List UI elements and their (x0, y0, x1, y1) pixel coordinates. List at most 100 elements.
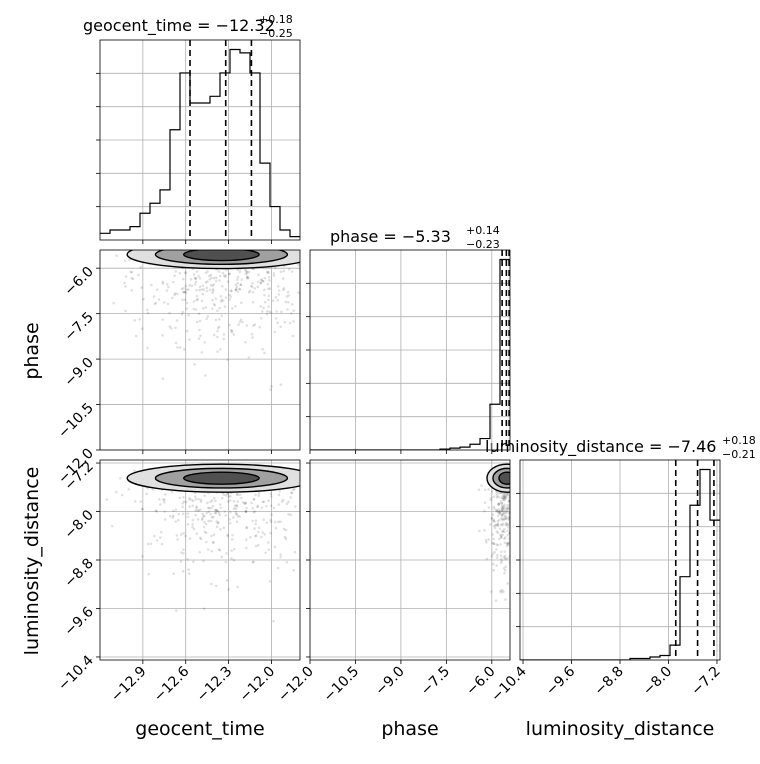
scatter-point (210, 549, 214, 553)
scatter-point (515, 474, 518, 477)
scatter-point (214, 511, 217, 515)
scatter-point (197, 509, 201, 512)
scatter-point (214, 508, 218, 512)
scatter-point (499, 542, 502, 546)
scatter-point (162, 501, 166, 504)
scatter-point (515, 475, 518, 478)
scatter-point (512, 475, 515, 478)
scatter-point (160, 542, 164, 546)
scatter-point (498, 509, 501, 513)
scatter-point (230, 549, 233, 552)
scatter-point (176, 538, 179, 541)
scatter-point (514, 472, 517, 475)
scatter-point (495, 509, 498, 513)
ytick-label: −8.0 (61, 507, 96, 542)
scatter-point (198, 277, 202, 280)
scatter-point (168, 325, 172, 328)
scatter-point (218, 503, 222, 506)
scatter-point (211, 298, 214, 302)
scatter-point (259, 317, 263, 320)
scatter-point (512, 497, 515, 500)
ytick-label: −6.0 (61, 264, 96, 299)
scatter-point (130, 276, 133, 280)
scatter-point (278, 489, 281, 493)
scatter-point (175, 534, 179, 537)
scatter-point (513, 472, 516, 475)
scatter-point (505, 542, 509, 545)
scatter-point (500, 550, 503, 554)
scatter-point (244, 510, 248, 513)
scatter-point (495, 494, 499, 497)
svg-text:−0.25: −0.25 (259, 27, 293, 40)
scatter-point (181, 310, 185, 314)
scatter-point (507, 526, 510, 529)
scatter-point (146, 346, 149, 350)
scatter-point (204, 531, 208, 535)
xtick-label: −9.6 (543, 663, 578, 698)
title-geocent-time: geocent_time = −12.32 +0.18 −0.25 (83, 13, 293, 40)
scatter-point (510, 476, 513, 479)
scatter-point (202, 307, 205, 310)
scatter-point (140, 327, 144, 330)
scatter-point (214, 279, 218, 283)
scatter-point (131, 277, 135, 281)
scatter-point (505, 507, 509, 510)
scatter-point (200, 288, 204, 291)
scatter-point (243, 268, 247, 272)
scatter-point (130, 289, 133, 292)
scatter-point (516, 471, 519, 474)
scatter-point (203, 341, 206, 344)
scatter-point (512, 506, 515, 509)
scatter-point (516, 499, 519, 502)
scatter-point (235, 285, 239, 289)
scatter-point (510, 473, 513, 476)
scatter-point (507, 523, 510, 527)
scatter-point (202, 288, 206, 291)
scatter-point (226, 358, 229, 361)
scatter-point (174, 609, 178, 612)
scatter-point (511, 476, 514, 479)
scatter-point (289, 513, 292, 517)
scatter-point (238, 287, 242, 291)
ytick-label: −10.5 (55, 400, 97, 442)
scatter-point (195, 294, 199, 298)
scatter-point (502, 494, 506, 497)
scatter-point (292, 568, 296, 572)
scatter-point (373, 492, 376, 495)
scatter-point (186, 515, 190, 519)
scatter-point (516, 523, 519, 526)
scatter-point (282, 269, 286, 273)
scatter-point (501, 505, 505, 509)
scatter-point (513, 474, 516, 477)
scatter-point (526, 497, 529, 500)
scatter-point (159, 536, 162, 539)
scatter-point (519, 476, 522, 479)
scatter-point (485, 557, 489, 561)
scatter-point (261, 279, 265, 283)
scatter-point (514, 473, 517, 476)
scatter-point (291, 488, 295, 491)
scatter-point (200, 518, 204, 522)
scatter-point (212, 533, 216, 537)
scatter-point (120, 493, 124, 497)
scatter-point (202, 515, 205, 518)
scatter-point (209, 512, 212, 516)
scatter-point (161, 377, 165, 380)
scatter-point (506, 494, 509, 497)
scatter-point (290, 303, 294, 306)
scatter-point (196, 508, 200, 512)
scatter-point (183, 298, 187, 301)
scatter-point (270, 495, 273, 498)
scatter-point (504, 495, 507, 499)
scatter-point (199, 500, 203, 503)
scatter-point (254, 493, 257, 497)
scatter-point (244, 501, 248, 505)
scatter-point (245, 271, 249, 275)
scatter-point (185, 301, 189, 305)
scatter-point (506, 493, 510, 496)
scatter-point (329, 261, 332, 264)
scatter-point (159, 503, 162, 506)
scatter-point (512, 477, 515, 480)
scatter-point (503, 495, 506, 498)
scatter-point (227, 588, 230, 591)
